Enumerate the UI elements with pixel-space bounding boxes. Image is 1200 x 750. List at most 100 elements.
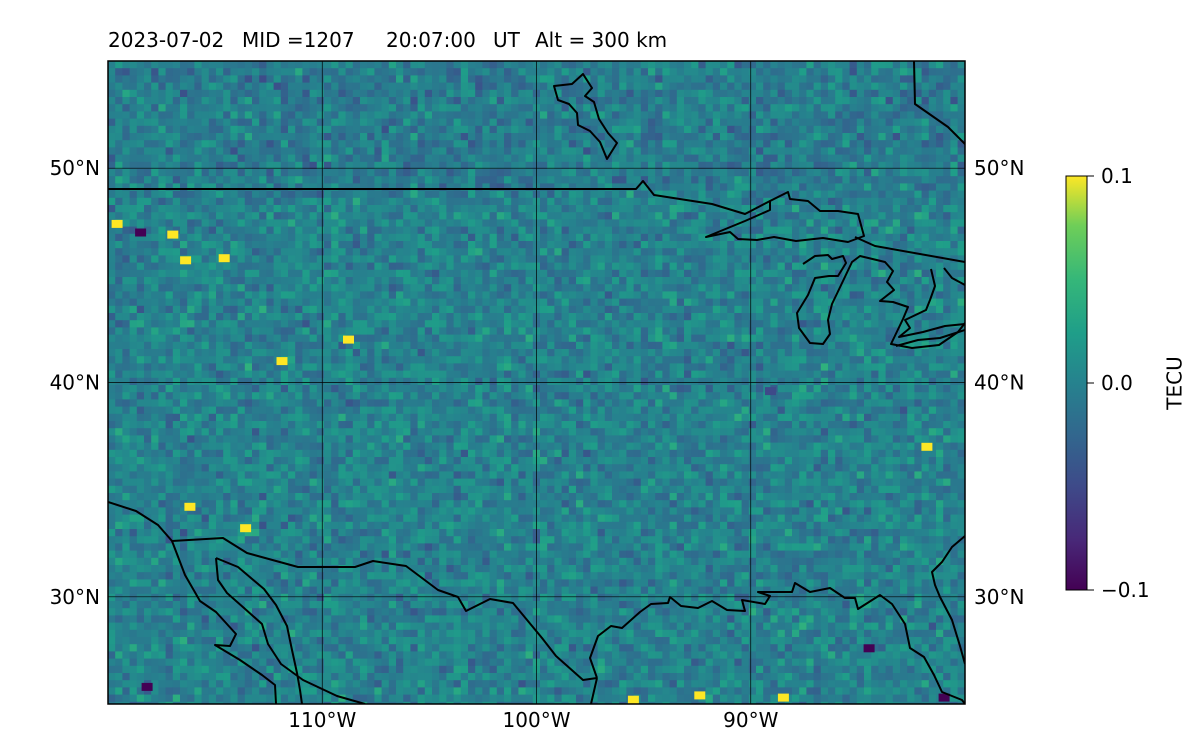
heatmap-cell [892, 82, 901, 91]
heatmap-cell [691, 75, 699, 83]
heatmap-cell [784, 298, 793, 307]
heatmap-cell [792, 133, 800, 141]
heatmap-cell [316, 89, 325, 98]
heatmap-cell [525, 356, 534, 364]
heatmap-cell [640, 118, 649, 127]
heatmap-cell [554, 320, 562, 328]
heatmap-cell [223, 176, 231, 184]
heatmap-cell [280, 262, 289, 271]
heatmap-cell [381, 298, 390, 307]
heatmap-cell [871, 169, 879, 177]
heatmap-cell [684, 89, 692, 98]
heatmap-cell [957, 75, 965, 83]
heatmap-cell [756, 241, 764, 249]
heatmap-cell [547, 197, 555, 206]
heatmap-cell [172, 255, 181, 263]
heatmap-cell [964, 320, 965, 328]
heatmap-cell [604, 183, 613, 191]
heatmap-cell [381, 248, 390, 256]
heatmap-cell [288, 248, 296, 256]
heatmap-cell [439, 334, 447, 343]
heatmap-cell [763, 97, 771, 105]
heatmap-cell [388, 169, 397, 177]
heatmap-cell [820, 176, 829, 184]
heatmap-cell [950, 197, 958, 206]
heatmap-cell [655, 298, 663, 307]
heatmap-cell [741, 305, 750, 314]
heatmap-cell [835, 291, 843, 299]
heatmap-cell [201, 61, 210, 69]
heatmap-cell [784, 241, 793, 249]
heatmap-cell [871, 111, 879, 119]
heatmap-cell [201, 298, 210, 307]
heatmap-cell [316, 305, 325, 314]
heatmap-cell [136, 161, 145, 170]
heatmap-cell [129, 313, 138, 321]
heatmap-cell [669, 197, 678, 206]
heatmap-cell [705, 241, 714, 249]
heatmap-cell [712, 269, 721, 278]
heatmap-cell [439, 212, 447, 220]
heatmap-cell [439, 327, 447, 335]
heatmap-cell [482, 334, 490, 343]
heatmap-cell [604, 125, 613, 134]
heatmap-cell [475, 111, 483, 119]
heatmap-cell [547, 241, 555, 249]
heatmap-cell [813, 255, 822, 263]
heatmap-cell [208, 140, 217, 148]
heatmap-cell [828, 241, 836, 249]
heatmap-cell [748, 284, 757, 292]
heatmap-cell [230, 277, 238, 285]
heatmap-cell [410, 298, 418, 307]
heatmap-cell [504, 334, 512, 343]
heatmap-cell [237, 341, 246, 350]
heatmap-cell [331, 104, 339, 112]
heatmap-cell [892, 241, 901, 249]
heatmap-cell [108, 104, 116, 112]
heatmap-cell [554, 219, 562, 227]
heatmap-cell [223, 356, 231, 364]
heatmap-cell [331, 183, 339, 191]
heatmap-cell [648, 269, 656, 278]
heatmap-cell [813, 284, 822, 292]
heatmap-cell [648, 75, 656, 83]
heatmap-cell [957, 226, 965, 235]
heatmap-cell [460, 161, 469, 170]
heatmap-cell [403, 356, 411, 364]
heatmap-cell [122, 118, 130, 127]
heatmap-cell [432, 89, 440, 98]
heatmap-cell [108, 212, 116, 220]
heatmap-cell [691, 190, 699, 199]
heatmap-cell [158, 291, 166, 299]
heatmap-cell [777, 262, 786, 271]
heatmap-cell [907, 169, 915, 177]
heatmap-cell [856, 190, 865, 199]
heatmap-cell [244, 68, 253, 76]
heatmap-cell [684, 269, 692, 278]
heatmap-cell [331, 305, 339, 314]
heatmap-cell [640, 161, 649, 170]
heatmap-cell [403, 197, 411, 206]
heatmap-cell [381, 262, 390, 271]
heatmap-cell [144, 169, 152, 177]
heatmap-cell [511, 89, 519, 98]
heatmap-cell [777, 349, 786, 357]
heatmap-cell [835, 61, 843, 69]
heatmap-cell [172, 262, 181, 271]
heatmap-cell [432, 183, 440, 191]
heatmap-cell [187, 284, 195, 292]
heatmap-cell [698, 320, 706, 328]
heatmap-cell [943, 219, 951, 227]
heatmap-cell [511, 291, 519, 299]
heatmap-cell [583, 226, 591, 235]
heatmap-cell [892, 169, 901, 177]
heatmap-cell [892, 68, 901, 76]
heatmap-cell [266, 291, 274, 299]
heatmap-cell [626, 284, 634, 292]
heatmap-cell [568, 197, 577, 206]
heatmap-cell [259, 334, 267, 343]
heatmap-cell [403, 233, 411, 242]
heatmap-cell [734, 291, 742, 299]
heatmap-cell [338, 269, 346, 278]
heatmap-cell [900, 241, 908, 249]
